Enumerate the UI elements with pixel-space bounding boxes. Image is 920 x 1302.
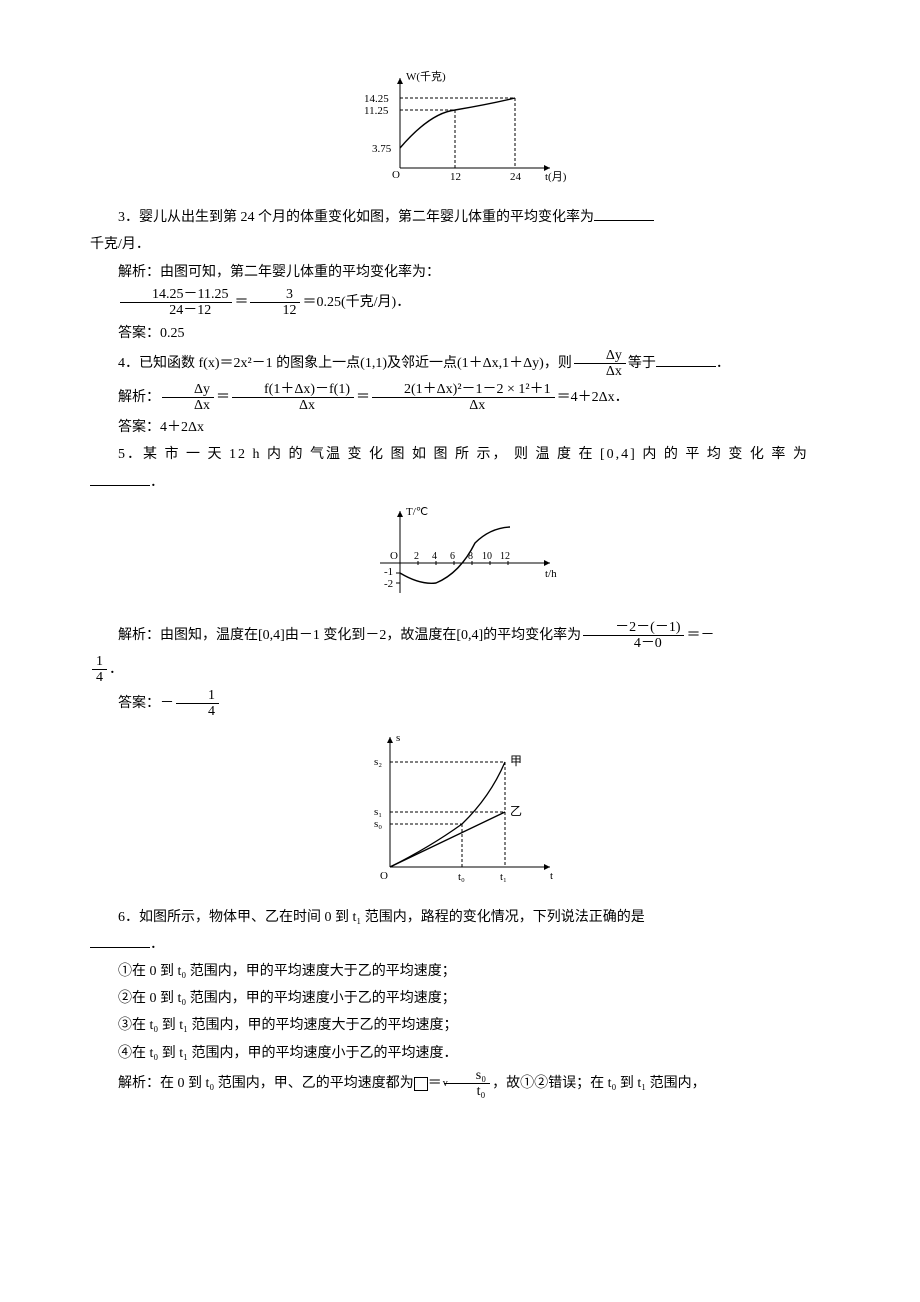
- q4-stem: 4．已知函数 f(x)＝2x²－1 的图象上一点(1,1)及邻近一点(1＋Δx,…: [90, 348, 830, 380]
- q4-blank: [656, 352, 716, 367]
- q4-f1: ΔyΔx: [162, 382, 214, 414]
- q6-stem: 6．如图所示，物体甲、乙在时间 0 到 t₁ 范围内，路程的变化情况，下列说法正…: [90, 905, 830, 930]
- q6-opt4: ④在 t₀ 到 t₁ 范围内，甲的平均速度小于乙的平均速度．: [90, 1041, 830, 1066]
- q3-frac2: 3 12: [250, 287, 300, 319]
- fig3-svg: s t O s₂ s₁ s₀ t₀ t₁ 甲 乙: [350, 727, 570, 887]
- q3-unit: 千克/月．: [90, 232, 830, 257]
- q6-opt1: ①在 0 到 t₀ 范围内，甲的平均速度大于乙的平均速度；: [90, 959, 830, 984]
- svg-text:10: 10: [482, 551, 492, 562]
- q3-blank: [594, 206, 654, 221]
- fig1-xlabel: t(月): [545, 171, 567, 183]
- q4-frac-dy: Δy Δx: [574, 348, 626, 380]
- q5-fracA: －2－(－1)4－0: [583, 620, 684, 652]
- svg-text:12: 12: [450, 171, 461, 183]
- svg-text:-1: -1: [384, 566, 393, 578]
- q4-stem-a: 4．已知函数 f(x)＝2x²－1 的图象上一点(1,1)及邻近一点(1＋Δx,…: [118, 356, 572, 371]
- fig2-svg: T/℃ t/h O -1 -2 2 4 6 8 10 12: [350, 503, 570, 603]
- svg-text:24: 24: [510, 171, 522, 183]
- svg-text:14.25: 14.25: [364, 93, 389, 105]
- q5-stem: 5．某 市 一 天 12 h 内 的 气温 变 化 图 如 图 所 示， 则 温…: [90, 442, 830, 467]
- svg-text:t₀: t₀: [458, 871, 465, 883]
- q6-opt2: ②在 0 到 t₀ 范围内，甲的平均速度小于乙的平均速度；: [90, 986, 830, 1011]
- q5-blank: [90, 471, 150, 486]
- svg-text:O: O: [380, 870, 388, 882]
- q5-analysis-tail: 14．: [90, 654, 830, 686]
- q4-answer: 答案：4＋2Δx: [90, 415, 830, 440]
- q5-analysis-a: 解析：由图知，温度在[0,4]由－1 变化到－2，故温度在[0,4]的平均变化率…: [118, 628, 581, 643]
- q6-blank: [90, 933, 150, 948]
- q4-tail: ＝4＋2Δx．: [557, 390, 629, 405]
- svg-text:s₂: s₂: [374, 756, 382, 768]
- svg-text:11.25: 11.25: [364, 105, 389, 117]
- svg-text:-2: -2: [384, 578, 393, 590]
- q4-analysis-label: 解析：: [118, 390, 160, 405]
- svg-text:s₁: s₁: [374, 806, 382, 818]
- q5-answer-label: 答案：－: [118, 696, 174, 711]
- svg-text:甲: 甲: [510, 754, 522, 768]
- q5-analysis-b: ＝－: [686, 628, 714, 643]
- fig1-svg: W(千克) t(月) O 14.25 11.25 3.75 12 24: [350, 68, 570, 188]
- q6-stem-blank: ．: [90, 932, 830, 957]
- svg-text:乙: 乙: [510, 804, 522, 818]
- q5-analysis: 解析：由图知，温度在[0,4]由－1 变化到－2，故温度在[0,4]的平均变化率…: [90, 620, 830, 652]
- q3-equation: 14.25－11.25 24－12 ＝ 3 12 ＝0.25(千克/月)．: [90, 287, 830, 319]
- q4-f2: f(1＋Δx)－f(1)Δx: [232, 382, 354, 414]
- svg-text:t/h: t/h: [545, 568, 557, 580]
- svg-text:t: t: [550, 870, 553, 882]
- svg-text:12: 12: [500, 551, 510, 562]
- svg-text:s: s: [396, 732, 400, 744]
- svg-text:O: O: [390, 550, 398, 562]
- q4-stem-c: ．: [716, 356, 730, 371]
- q6-opt3: ③在 t₀ 到 t₁ 范围内，甲的平均速度大于乙的平均速度；: [90, 1013, 830, 1038]
- q3-eq1: ＝: [234, 295, 248, 310]
- svg-text:O: O: [392, 169, 400, 181]
- q6-analysis: 解析：在 0 到 t₀ 范围内，甲、乙的平均速度都为v＝s₀t₀，故①②错误；在…: [90, 1068, 830, 1100]
- svg-text:T/℃: T/℃: [406, 506, 428, 518]
- q5-fracAns: 14: [176, 688, 219, 720]
- q5-stem-text: 5．某 市 一 天 12 h 内 的 气温 变 化 图 如 图 所 示， 则 温…: [118, 447, 809, 462]
- q6-frac: s₀t₀: [444, 1068, 490, 1100]
- figure-3: s t O s₂ s₁ s₀ t₀ t₁ 甲 乙: [90, 727, 830, 896]
- q5-analysis-c: ．: [109, 662, 123, 677]
- q3-answer: 答案：0.25: [90, 321, 830, 346]
- q6-analysis-a: 解析：在 0 到 t₀ 范围内，甲、乙的平均速度都为: [118, 1076, 414, 1091]
- svg-text:s₀: s₀: [374, 818, 382, 830]
- q4-analysis: 解析：ΔyΔx＝f(1＋Δx)－f(1)Δx＝2(1＋Δx)²－1－2 × 1²…: [90, 382, 830, 414]
- svg-text:2: 2: [414, 551, 419, 562]
- q6-eq: ＝: [428, 1076, 442, 1091]
- q6-stem-tail: ．: [150, 937, 164, 952]
- q4-stem-b: 等于: [628, 356, 656, 371]
- svg-text:3.75: 3.75: [372, 143, 392, 155]
- q4-f3: 2(1＋Δx)²－1－2 × 1²＋1Δx: [372, 382, 555, 414]
- q3-frac1: 14.25－11.25 24－12: [120, 287, 232, 319]
- q3-stem: 3．婴儿从出生到第 24 个月的体重变化如图，第二年婴儿体重的平均变化率为: [90, 205, 830, 230]
- q3-analysis-label: 解析：由图可知，第二年婴儿体重的平均变化率为：: [90, 260, 830, 285]
- q6-box: v: [414, 1077, 428, 1091]
- figure-1: W(千克) t(月) O 14.25 11.25 3.75 12 24: [90, 68, 830, 197]
- svg-text:4: 4: [432, 551, 437, 562]
- q3-stem-text: 3．婴儿从出生到第 24 个月的体重变化如图，第二年婴儿体重的平均变化率为: [118, 210, 594, 225]
- q5-stem-tail: ．: [150, 475, 164, 490]
- figure-2: T/℃ t/h O -1 -2 2 4 6 8 10 12: [90, 503, 830, 612]
- svg-text:8: 8: [468, 551, 473, 562]
- svg-text:t₁: t₁: [500, 871, 507, 883]
- svg-text:6: 6: [450, 551, 455, 562]
- q6-analysis-b: ，故①②错误；在 t₀ 到 t₁ 范围内，: [492, 1076, 706, 1091]
- q5-answer: 答案：－14: [90, 688, 830, 720]
- q5-stem-blank: ．: [90, 470, 830, 495]
- q3-tail: ＝0.25(千克/月)．: [302, 295, 410, 310]
- q5-fracB: 14: [92, 654, 107, 686]
- fig1-ylabel: W(千克): [406, 70, 446, 83]
- q6-stem-text: 6．如图所示，物体甲、乙在时间 0 到 t₁ 范围内，路程的变化情况，下列说法正…: [118, 910, 645, 925]
